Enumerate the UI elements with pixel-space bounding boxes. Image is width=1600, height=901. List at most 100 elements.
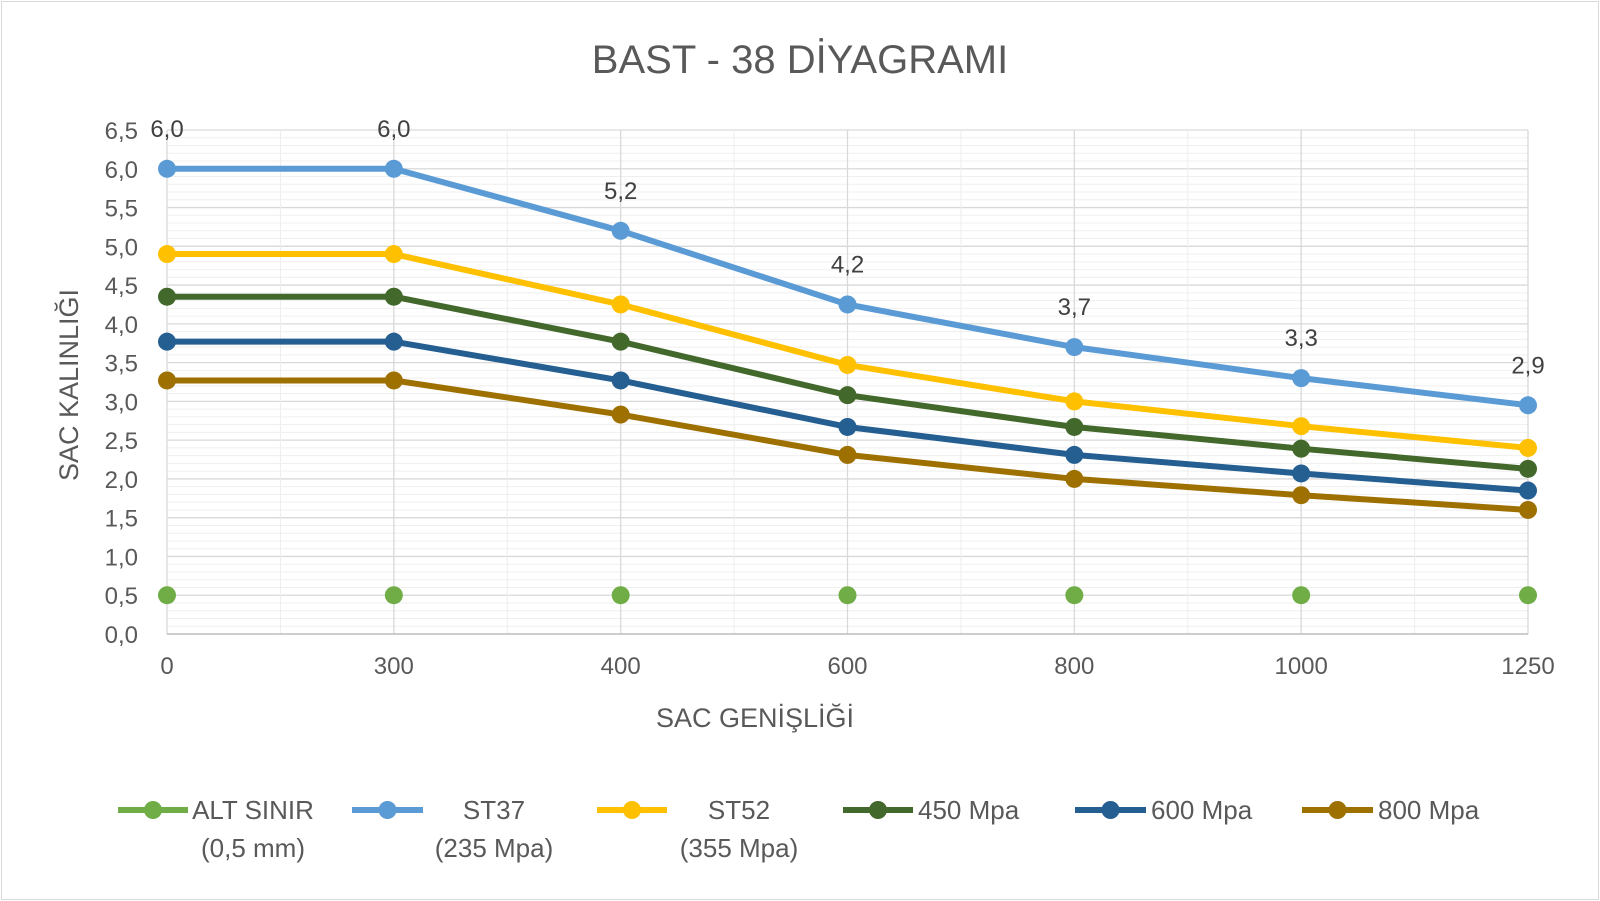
legend-marker xyxy=(378,801,397,819)
data-labels: 6,0 6,0 5,2 4,2 3,7 3,3 2,9 xyxy=(150,116,1544,379)
series-group xyxy=(158,159,1537,605)
x-tick-label: 0 xyxy=(160,653,173,680)
legend-label: (0,5 mm) xyxy=(201,833,305,863)
y-tick-label: 4,5 xyxy=(105,273,138,300)
data-point xyxy=(1292,417,1311,436)
y-tick-label: 2,5 xyxy=(105,428,138,455)
series-3 xyxy=(158,245,1537,457)
y-tick-label: 3,0 xyxy=(105,389,138,416)
data-point xyxy=(384,332,403,351)
data-point xyxy=(1292,464,1311,483)
legend-marker xyxy=(623,801,641,819)
data-point xyxy=(611,586,630,605)
legend-item: ALT SINIR (0,5 mm) xyxy=(118,795,314,863)
data-point xyxy=(158,159,176,178)
x-tick-label: 1250 xyxy=(1501,653,1554,680)
legend-item: 800 Mpa xyxy=(1302,795,1480,825)
y-tick-label: 4,0 xyxy=(105,312,138,339)
legend-item: 450 Mpa xyxy=(843,795,1020,825)
data-point xyxy=(1519,396,1537,415)
x-tick-label: 1000 xyxy=(1274,653,1327,680)
series-1 xyxy=(158,586,1537,605)
legend-marker xyxy=(1101,801,1120,819)
data-point xyxy=(158,586,176,605)
series-6 xyxy=(158,371,1537,519)
data-label: 2,9 xyxy=(1511,352,1544,379)
y-tick-label: 0,0 xyxy=(105,622,138,649)
data-point xyxy=(611,405,630,424)
data-label: 6,0 xyxy=(150,116,183,143)
data-point xyxy=(1292,486,1311,505)
data-point xyxy=(158,245,176,264)
data-point xyxy=(611,332,630,351)
data-point xyxy=(1292,369,1311,388)
data-point xyxy=(1065,417,1084,436)
y-tick-label: 3,5 xyxy=(105,351,138,378)
data-point xyxy=(838,445,857,464)
series-4 xyxy=(158,287,1537,478)
x-tick-label: 600 xyxy=(827,653,867,680)
legend-marker xyxy=(144,801,162,819)
data-point xyxy=(1519,500,1537,519)
y-tick-label: 1,5 xyxy=(105,506,138,533)
legend-item: ST37 (235 Mpa) xyxy=(352,795,553,863)
y-tick-label: 5,0 xyxy=(105,234,138,261)
x-tick-label: 400 xyxy=(601,653,641,680)
legend-item: 600 Mpa xyxy=(1075,795,1253,825)
legend-label: ST37 xyxy=(463,795,525,825)
data-label: 6,0 xyxy=(377,116,410,143)
data-point xyxy=(1519,481,1537,500)
data-point xyxy=(384,586,403,605)
data-point xyxy=(1065,445,1084,464)
y-tick-label: 6,5 xyxy=(105,118,138,145)
x-axis-title: SAC GENİŞLİĞİ xyxy=(656,702,854,733)
data-point xyxy=(838,355,857,374)
data-point xyxy=(1519,459,1537,478)
data-point xyxy=(384,371,403,390)
data-point xyxy=(838,586,857,605)
data-point xyxy=(611,295,630,314)
y-tick-label: 0,5 xyxy=(105,583,138,610)
legend-label: ALT SINIR xyxy=(192,795,314,825)
data-point xyxy=(1519,586,1537,605)
data-point xyxy=(1292,439,1311,458)
legend-label: (355 Mpa) xyxy=(680,833,799,863)
legend-item: ST52 (355 Mpa) xyxy=(597,795,798,863)
legend-label: 450 Mpa xyxy=(918,795,1020,825)
data-point xyxy=(838,295,857,314)
data-point xyxy=(1065,392,1084,411)
legend-marker xyxy=(1328,801,1347,819)
y-tick-label: 5,5 xyxy=(105,196,138,223)
data-point xyxy=(1065,586,1084,605)
data-point xyxy=(1292,586,1311,605)
x-tick-label: 800 xyxy=(1054,653,1094,680)
legend-label: ST52 xyxy=(708,795,770,825)
data-point xyxy=(838,386,857,405)
legend-label: 600 Mpa xyxy=(1151,795,1253,825)
data-point xyxy=(158,287,176,306)
data-point xyxy=(384,245,403,264)
legend-marker xyxy=(869,801,887,819)
chart-title: BAST - 38 DİYAGRAMI xyxy=(592,37,1008,82)
legend-label: (235 Mpa) xyxy=(435,833,554,863)
data-point xyxy=(384,159,403,178)
data-point xyxy=(611,371,630,390)
y-tick-label: 6,0 xyxy=(105,157,138,184)
legend-label: 800 Mpa xyxy=(1378,795,1480,825)
data-label: 5,2 xyxy=(604,178,637,205)
data-point xyxy=(838,417,857,436)
y-tick-label: 1,0 xyxy=(105,544,138,571)
data-point xyxy=(158,332,176,351)
series-5 xyxy=(158,332,1537,500)
y-axis-title: SAC KALINLIĞI xyxy=(53,289,84,481)
data-point xyxy=(1065,338,1084,357)
data-point xyxy=(1065,469,1084,488)
data-point xyxy=(384,287,403,306)
data-point xyxy=(1519,438,1537,457)
x-axis-ticks: 0 300 400 600 800 1000 1250 xyxy=(160,653,1554,680)
series-2 xyxy=(158,159,1537,415)
data-label: 3,3 xyxy=(1284,325,1317,352)
legend: ALT SINIR (0,5 mm) ST37 (235 Mpa) ST52 (355 M… xyxy=(118,795,1480,863)
data-label: 4,2 xyxy=(831,251,864,278)
